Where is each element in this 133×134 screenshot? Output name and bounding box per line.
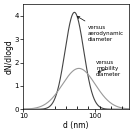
X-axis label: d (nm): d (nm) (63, 121, 89, 130)
Text: versus
aerodynamic
diameter: versus aerodynamic diameter (77, 16, 124, 42)
Text: versus
mobility
diameter: versus mobility diameter (96, 60, 121, 77)
Y-axis label: dN/dlogd: dN/dlogd (4, 39, 13, 74)
